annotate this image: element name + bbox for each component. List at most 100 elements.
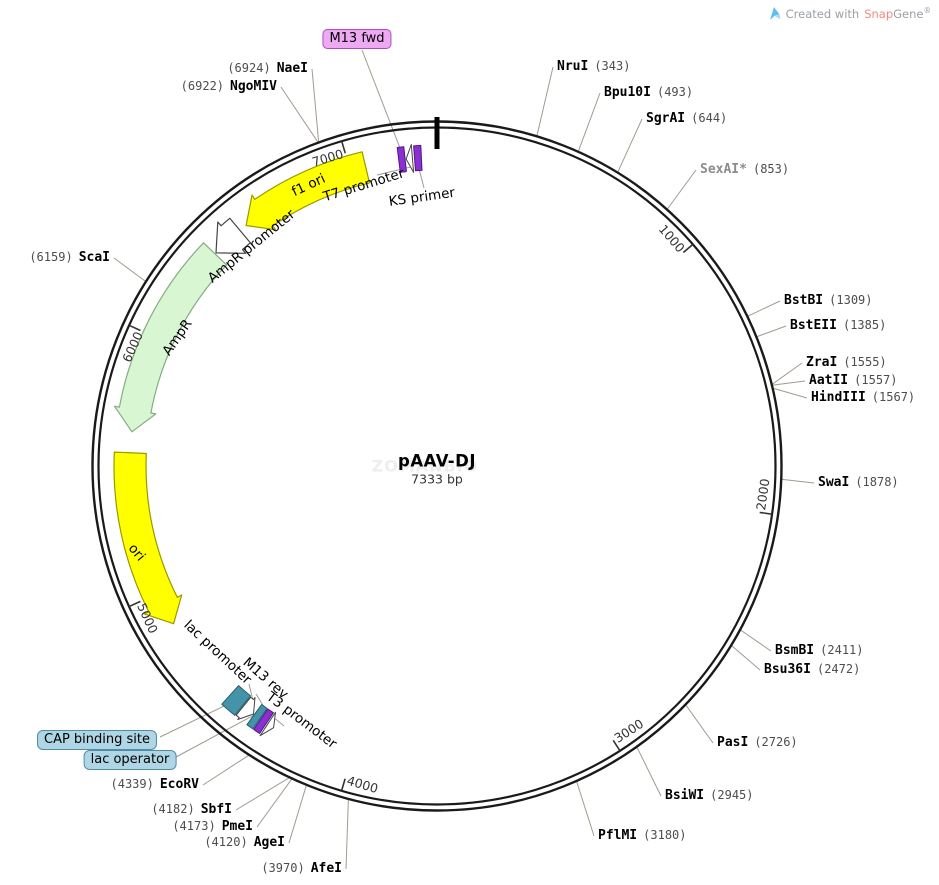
site-position: (1567) — [871, 390, 916, 405]
feature-label-ks-primer[interactable]: KS primer — [387, 184, 456, 210]
site-label-HindIII[interactable]: HindIII (1567) — [811, 391, 915, 404]
feature-label-ampr-promoter[interactable]: AmpR promoter — [204, 206, 299, 287]
site-label-BstEII[interactable]: BstEII (1385) — [790, 319, 886, 332]
feature-m13-fwd[interactable] — [396, 146, 407, 173]
site-label-AatII[interactable]: AatII (1557) — [809, 374, 898, 387]
site-label-SwaI[interactable]: SwaI (1878) — [818, 476, 899, 489]
leader-NgoMIV — [280, 86, 319, 143]
feature-label-t3-promoter[interactable]: T3 promoter — [263, 688, 340, 753]
feature-m13-rev[interactable] — [253, 708, 274, 734]
site-name: SgrAI — [646, 111, 686, 127]
site-position: (6924) — [227, 61, 271, 76]
leader-m13-fwd — [361, 49, 402, 151]
site-label-AgeI[interactable]: (4120) AgeI — [204, 836, 285, 849]
site-label-NruI[interactable]: NruI (343) — [557, 60, 630, 73]
site-name: NgoMIV — [230, 79, 277, 95]
leader-lines-layer — [113, 49, 815, 870]
watermark: ZOMANBIO — [371, 456, 479, 476]
feature-ks-primer[interactable] — [413, 144, 423, 172]
site-label-Bsu36I[interactable]: Bsu36I (2472) — [764, 663, 860, 676]
backbone-layer — [91, 117, 783, 812]
plasmid-title: pAAV-DJ 7333 bp — [398, 452, 476, 487]
feature-t3-promoter[interactable] — [259, 711, 276, 737]
feature-t7-promoter[interactable] — [405, 144, 415, 173]
tick-7000 — [340, 140, 347, 154]
site-position: (1385) — [842, 318, 887, 333]
leader-PflMI — [576, 780, 595, 837]
site-name: EcoRV — [159, 777, 199, 793]
site-label-SexAI*[interactable]: SexAI* (853) — [700, 163, 789, 176]
features-layer — [113, 144, 423, 737]
site-name: BsiWI — [665, 788, 705, 804]
credit-brand-gene: Gene — [893, 6, 924, 21]
site-name: AgeI — [253, 835, 285, 851]
feature-label-ampr[interactable]: AmpR — [159, 316, 196, 359]
site-label-AfeI[interactable]: (3970) AfeI — [261, 862, 342, 875]
leader-EcoRV — [202, 754, 250, 786]
feature-ori[interactable] — [113, 451, 183, 625]
leader-SbfI — [235, 776, 290, 811]
feature-cap-binding-site[interactable] — [221, 685, 251, 716]
site-name: SexAI* — [700, 162, 747, 178]
feature-lac-promoter[interactable] — [235, 696, 256, 720]
credit-text: Created with — [785, 6, 860, 21]
feature-label-lac-operator[interactable]: lac operator — [83, 750, 177, 770]
feature-ampr-promoter[interactable] — [215, 217, 251, 254]
site-name: HindIII — [811, 390, 866, 406]
feature-label-m13-fwd[interactable]: M13 fwd — [322, 29, 392, 49]
site-label-NaeI[interactable]: (6924) NaeI — [227, 62, 308, 75]
site-name: SwaI — [818, 475, 850, 491]
site-label-SgrAI[interactable]: SgrAI (644) — [646, 112, 727, 125]
site-label-PasI[interactable]: PasI (2726) — [717, 736, 798, 749]
feature-label-lac-promoter[interactable]: lac promoter — [180, 617, 255, 688]
plasmid-size: 7333 bp — [411, 471, 463, 487]
site-label-SbfI[interactable]: (4182) SbfI — [151, 803, 232, 816]
leader-ZraI — [771, 362, 803, 386]
feature-f1-ori[interactable] — [245, 151, 371, 231]
site-position: (2472) — [816, 662, 861, 677]
site-label-NgoMIV[interactable]: (6922) NgoMIV — [181, 80, 277, 93]
leader-NaeI — [311, 68, 320, 143]
site-label-EcoRV[interactable]: (4339) EcoRV — [111, 778, 200, 791]
site-name: PflMI — [598, 828, 638, 844]
site-name: BsmBI — [775, 643, 815, 659]
feature-label-ori[interactable]: ori — [124, 540, 149, 565]
site-label-ScaI[interactable]: (6159) ScaI — [29, 251, 110, 264]
site-label-BsiWI[interactable]: BsiWI (2945) — [665, 789, 754, 802]
site-label-PmeI[interactable]: (4173) PmeI — [172, 820, 253, 833]
site-name: BstEII — [790, 318, 837, 334]
feature-label-cap-binding-site[interactable]: CAP binding site — [36, 730, 158, 750]
leader-NruI — [536, 66, 554, 137]
site-position: (3970) — [261, 861, 305, 876]
site-position: (2411) — [820, 643, 864, 658]
site-name: Bpu10I — [604, 85, 651, 101]
leader-AatII — [771, 380, 806, 386]
snapgene-credit: Created with SnapGene® — [768, 6, 931, 21]
tick-4000 — [340, 778, 346, 791]
site-position: (644) — [691, 111, 728, 126]
leader-PmeI — [256, 778, 293, 828]
site-name: ScaI — [78, 250, 110, 266]
site-label-ZraI[interactable]: ZraI (1555) — [806, 356, 887, 369]
leader-lac-operator — [175, 710, 262, 758]
feature-lac-operator[interactable] — [246, 704, 268, 730]
site-position: (1309) — [829, 293, 873, 308]
site-label-PflMI[interactable]: PflMI (3180) — [598, 829, 687, 842]
leader-SexAI* — [666, 169, 697, 210]
site-label-BstBI[interactable]: BstBI (1309) — [784, 294, 873, 307]
site-name: SbfI — [200, 802, 232, 818]
leader-AfeI — [345, 798, 349, 870]
feature-ampr[interactable] — [113, 242, 228, 433]
leader-HindIII — [772, 387, 808, 399]
site-position: (1557) — [854, 373, 898, 388]
leader-BsmBI — [739, 629, 772, 652]
leader-t3-promoter — [274, 718, 285, 727]
site-label-Bpu10I[interactable]: Bpu10I (493) — [604, 86, 693, 99]
tick-2000 — [759, 511, 773, 515]
site-label-BsmBI[interactable]: BsmBI (2411) — [775, 644, 864, 657]
leader-Bsu36I — [730, 644, 761, 671]
site-position: (1878) — [855, 475, 899, 490]
credit-brand-snap: Snap — [864, 6, 894, 21]
site-name: BstBI — [784, 293, 824, 309]
